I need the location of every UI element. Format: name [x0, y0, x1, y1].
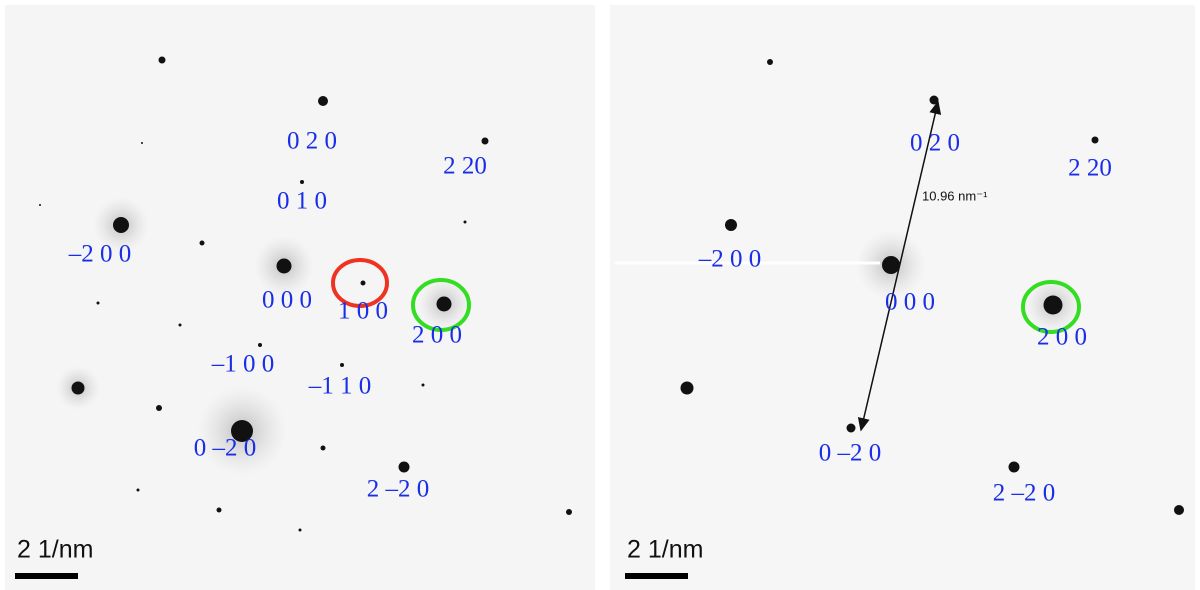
index-label: 2 –2 0 — [367, 476, 430, 503]
index-label: 1 0 0 — [338, 298, 388, 325]
index-label: –1 0 0 — [211, 351, 275, 378]
index-label: 2 0 0 — [1037, 324, 1087, 351]
scale-label: 2 1/nm — [17, 536, 93, 564]
index-label: 0 1 0 — [277, 188, 327, 215]
index-label: –2 0 0 — [698, 246, 762, 273]
scale-bar — [15, 573, 78, 579]
measurement-label: 10.96 nm⁻¹ — [922, 188, 988, 203]
index-label: 0 2 0 — [287, 128, 337, 155]
index-label: 0 –2 0 — [194, 435, 257, 462]
index-label: –1 1 0 — [308, 373, 372, 400]
index-label: 2 20 — [443, 153, 487, 180]
index-label: –2 0 0 — [68, 241, 132, 268]
scale-bar — [625, 573, 688, 579]
index-label: 2 20 — [1068, 155, 1112, 182]
index-label: 0 0 0 — [262, 287, 312, 314]
index-label: 0 –2 0 — [819, 440, 882, 467]
index-label: 0 2 0 — [910, 130, 960, 157]
index-label: 0 0 0 — [885, 289, 935, 316]
index-label: 2 –2 0 — [993, 480, 1056, 507]
scale-label: 2 1/nm — [627, 536, 703, 564]
figure: 0 2 0 2 20 0 1 0 –2 0 0 0 0 0 1 0 0 2 0 … — [0, 0, 1200, 590]
index-label: 2 0 0 — [412, 322, 462, 349]
